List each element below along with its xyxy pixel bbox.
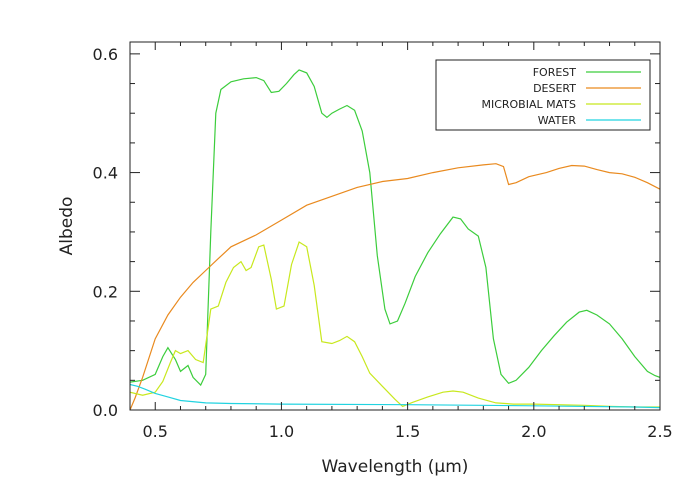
legend-label: MICROBIAL MATS (481, 98, 576, 111)
y-tick-label: 0.2 (93, 282, 118, 301)
x-tick-label: 1.5 (395, 422, 420, 441)
legend-label: DESERT (533, 82, 576, 95)
y-tick-label: 0.4 (93, 164, 118, 183)
series-line-microbial-mats (130, 241, 660, 408)
x-axis: 0.5 1.0 1.5 2.0 2.5 (129, 42, 673, 441)
x-axis-label: Wavelength (μm) (322, 457, 469, 477)
series-line-forest (130, 69, 660, 387)
series-line-water (130, 383, 660, 409)
y-axis-label: Albedo (57, 197, 77, 256)
legend: FOREST DESERT MICROBIAL MATS WATER (435, 59, 651, 131)
y-axis: 0.0 0.2 0.4 0.6 (93, 45, 660, 420)
x-tick-label: 1.0 (269, 422, 294, 441)
legend-label: FOREST (533, 66, 577, 79)
x-tick-label: 2.0 (521, 422, 546, 441)
legend-label: WATER (538, 114, 577, 127)
series-line-desert (130, 163, 660, 410)
x-tick-label: 2.5 (647, 422, 672, 441)
x-tick-label: 0.5 (143, 422, 168, 441)
plot-frame (129, 41, 661, 411)
y-tick-label: 0.0 (93, 401, 118, 420)
y-tick-label: 0.6 (93, 45, 118, 64)
